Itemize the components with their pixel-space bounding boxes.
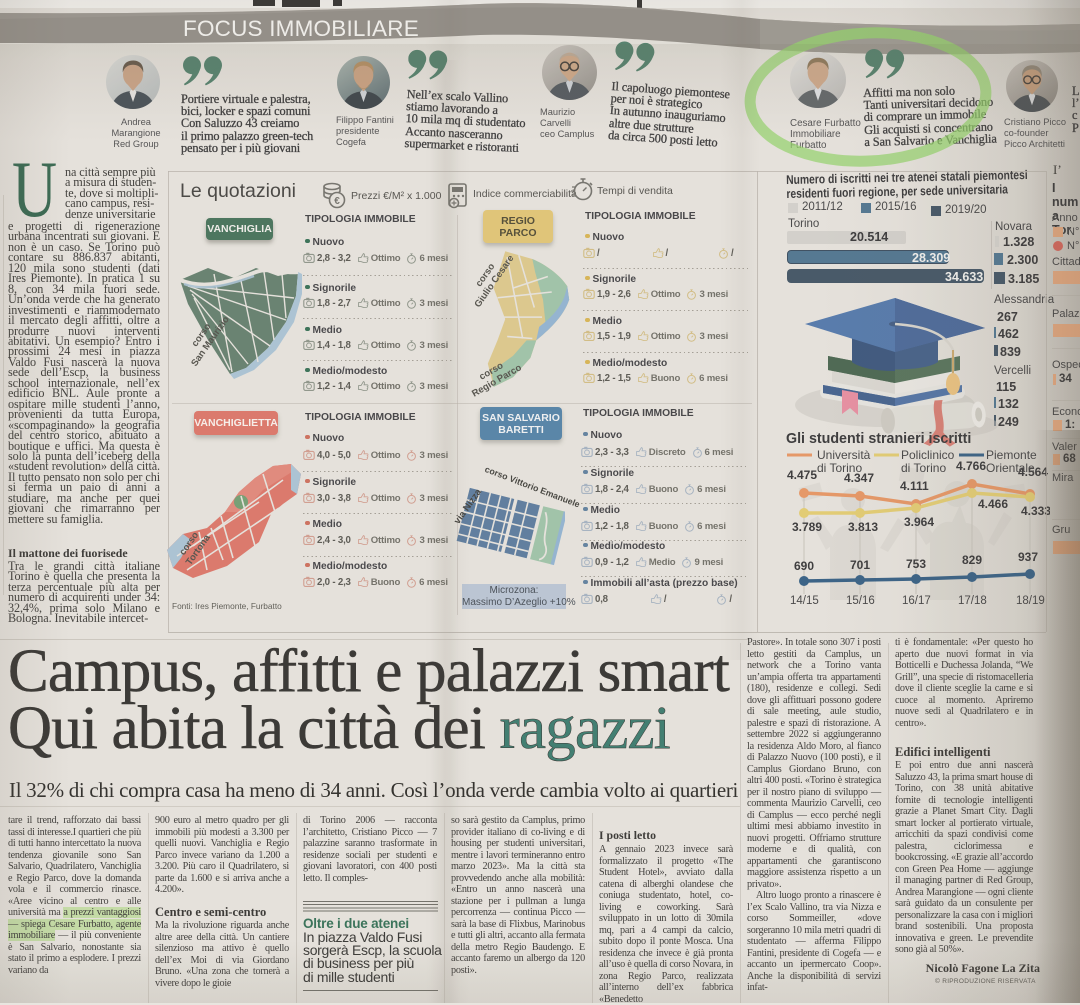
svg-text:3.813: 3.813 [848, 520, 878, 534]
svg-text:15/16: 15/16 [846, 595, 875, 607]
svg-text:753: 753 [906, 557, 926, 571]
svg-text:17/18: 17/18 [958, 595, 987, 607]
svg-text:4.766: 4.766 [956, 459, 986, 473]
svg-text:3.789: 3.789 [792, 520, 822, 534]
svg-text:4.564: 4.564 [1018, 465, 1048, 479]
svg-text:701: 701 [850, 558, 870, 572]
svg-text:4.111: 4.111 [900, 479, 929, 493]
svg-text:937: 937 [1018, 550, 1038, 564]
svg-text:3.964: 3.964 [904, 515, 934, 529]
svg-text:16/17: 16/17 [902, 595, 931, 607]
svg-text:14/15: 14/15 [790, 595, 819, 607]
svg-text:4.475: 4.475 [787, 468, 817, 482]
svg-text:18/19: 18/19 [1016, 595, 1045, 607]
svg-text:4.466: 4.466 [978, 497, 1008, 511]
svg-text:829: 829 [962, 553, 982, 567]
svg-text:€: € [334, 196, 340, 207]
svg-text:690: 690 [794, 559, 814, 573]
svg-text:4.347: 4.347 [844, 471, 874, 485]
svg-text:4.333: 4.333 [1021, 504, 1050, 518]
